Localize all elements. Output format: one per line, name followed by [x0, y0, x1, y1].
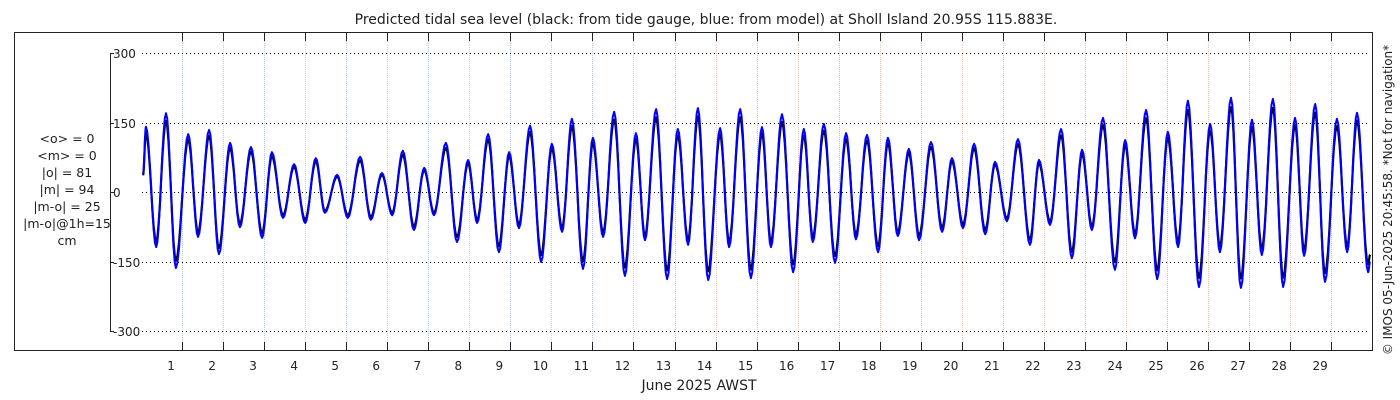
- y-tick-label: -300: [113, 325, 140, 339]
- x-tick-label: 20: [943, 359, 958, 373]
- stat-line: <m> = 0: [37, 148, 97, 163]
- x-tick-label: 17: [820, 359, 835, 373]
- x-tick-label: 14: [697, 359, 712, 373]
- x-tick-label: 28: [1271, 359, 1286, 373]
- series-lines: [142, 96, 1372, 289]
- x-tick-label: 8: [454, 359, 462, 373]
- x-tick-label: 3: [249, 359, 257, 373]
- x-tick-label: 4: [290, 359, 298, 373]
- x-tick-label: 7: [413, 359, 421, 373]
- x-tick-label: 1: [167, 359, 175, 373]
- y-tick-label: -150: [113, 256, 140, 270]
- x-tick-label: 16: [779, 359, 794, 373]
- x-tick-label: 9: [496, 359, 504, 373]
- x-tick-label: 5: [331, 359, 339, 373]
- x-tick-label: 26: [1189, 359, 1204, 373]
- model-series-line: [142, 96, 1371, 289]
- stat-line: |m-o| = 25: [33, 199, 100, 214]
- chart-title: Predicted tidal sea level (black: from t…: [355, 12, 1058, 28]
- x-tick-label: 27: [1230, 359, 1245, 373]
- x-tick-label: 25: [1148, 359, 1163, 373]
- x-tick-label: 13: [656, 359, 671, 373]
- x-tick-label: 6: [372, 359, 380, 373]
- stat-line: |m-o|@1h=15: [23, 216, 111, 231]
- value-gridlines: [142, 53, 1370, 332]
- y-tick-labels: 300 150 0 -150 -300: [110, 47, 140, 339]
- x-axis-label: June 2025 AWST: [640, 378, 757, 394]
- x-tick-label: 15: [738, 359, 753, 373]
- x-tick-label: 23: [1066, 359, 1081, 373]
- x-tick-label: 11: [574, 359, 589, 373]
- stat-line: |o| = 81: [42, 165, 92, 180]
- x-tick-label: 22: [1025, 359, 1040, 373]
- x-tick-label: 18: [861, 359, 876, 373]
- x-tick-label: 12: [615, 359, 630, 373]
- plot-frame: [14, 32, 1373, 351]
- y-tick-label: 300: [113, 47, 136, 61]
- x-tick-label: 21: [984, 359, 999, 373]
- day-gridlines: [182, 33, 1332, 350]
- stat-line: <o> = 0: [40, 131, 95, 146]
- x-tick-label: 24: [1107, 359, 1122, 373]
- x-tick-labels: 1 2 3 4 5 6 7 8 9 10 11 12 13 14 15 16 17 18 19 20 21 22 23 24 2…: [167, 359, 1328, 373]
- stats-block: <o> = 0 <m> = 0 |o| = 81 |m| = 94 |m-o| = 25…: [23, 131, 111, 248]
- stat-line: |m| = 94: [40, 182, 95, 197]
- x-tick-label: 10: [533, 359, 548, 373]
- x-tick-label: 29: [1313, 359, 1328, 373]
- copyright-note: © IMOS 05-Jun-2025 20:45:58. *Not for na…: [1381, 45, 1395, 355]
- y-tick-label: 0: [113, 186, 121, 200]
- y-tick-label: 150: [113, 117, 136, 131]
- x-tick-label: 19: [902, 359, 917, 373]
- stat-line: cm: [57, 233, 76, 248]
- x-tick-label: 2: [208, 359, 216, 373]
